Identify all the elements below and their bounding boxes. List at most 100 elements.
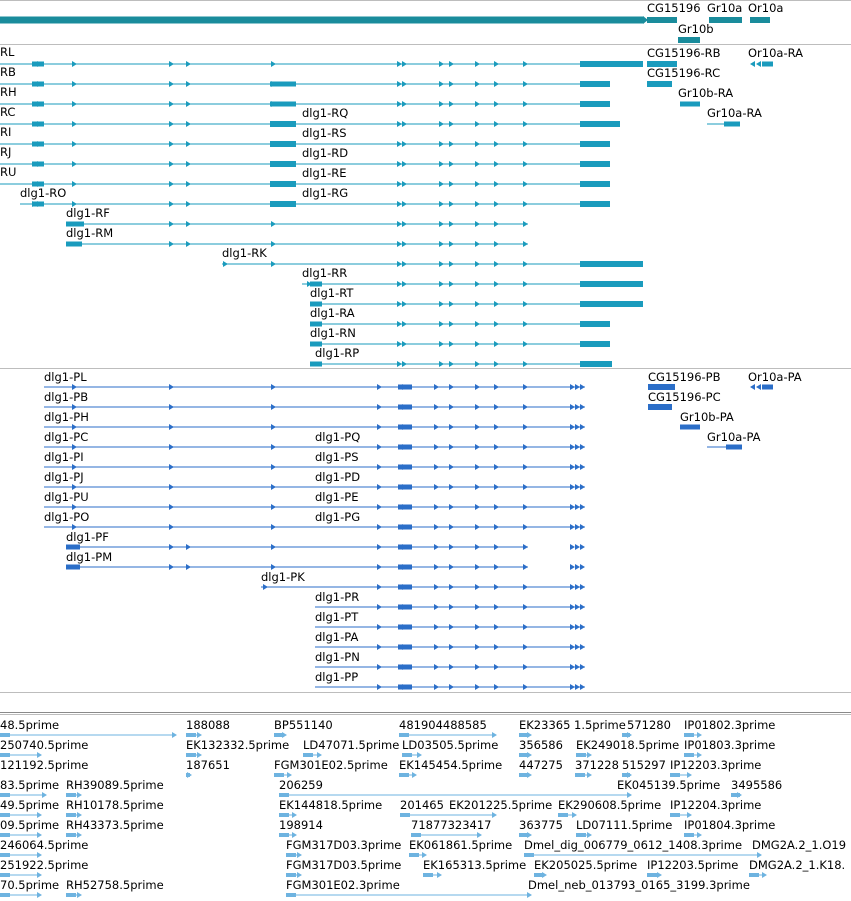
protein-label[interactable]: dlg1-PI [44, 450, 84, 464]
protein-label[interactable]: dlg1-PC [44, 430, 89, 444]
protein-label[interactable]: dlg1-PK [261, 570, 305, 584]
transcript-label[interactable]: RI [0, 125, 12, 139]
cdna-label[interactable]: EK249018.5prime [576, 738, 680, 752]
cdna-label[interactable]: 70.5prime [0, 878, 60, 892]
cdna-label[interactable]: 251922.5prime [0, 858, 89, 872]
protein-label[interactable]: CG15196-PC [648, 390, 721, 404]
cdna-label[interactable]: IP01802.3prime [684, 718, 776, 732]
cdna-label[interactable]: 201465 [400, 798, 444, 812]
cdna-label[interactable]: 71877323417 [411, 818, 492, 832]
protein-label[interactable]: dlg1-PU [44, 490, 89, 504]
cdna-label[interactable]: IP01804.3prime [684, 818, 776, 832]
transcript-label[interactable]: dlg1-RG [302, 186, 349, 200]
cdna-label[interactable]: EK201225.5prime [449, 798, 553, 812]
cdna-label[interactable]: 188088 [186, 718, 230, 732]
transcript-label[interactable]: dlg1-RQ [302, 106, 349, 120]
cdna-label[interactable]: 246064.5prime [0, 838, 89, 852]
transcript-label[interactable]: dlg1-RK [222, 246, 267, 260]
cdna-label[interactable]: 83.5prime [0, 778, 60, 792]
transcript-label[interactable]: dlg1-RO [20, 186, 67, 200]
transcript-label[interactable]: dlg1-RR [302, 266, 348, 280]
cdna-label[interactable]: 3495586 [731, 778, 783, 792]
cdna-label[interactable]: 187651 [186, 758, 230, 772]
cdna-label[interactable]: 447275 [519, 758, 563, 772]
protein-label[interactable]: dlg1-PE [315, 490, 359, 504]
cdna-label[interactable]: EK165313.5prime [423, 858, 527, 872]
transcript-label[interactable]: RL [0, 45, 15, 59]
protein-label[interactable]: dlg1-PL [44, 370, 87, 384]
protein-label[interactable]: dlg1-PJ [44, 470, 84, 484]
cdna-label[interactable]: 09.5prime [0, 818, 60, 832]
transcript-label[interactable]: dlg1-RM [66, 226, 114, 240]
gene-label-gr10b[interactable]: Gr10b [678, 22, 714, 36]
cdna-label[interactable]: RH43373.5prime [66, 818, 164, 832]
cdna-label[interactable]: RH52758.5prime [66, 878, 164, 892]
transcript-label[interactable]: dlg1-RN [310, 326, 356, 340]
cdna-label[interactable]: EK144818.5prime [279, 798, 383, 812]
protein-label[interactable]: dlg1-PH [44, 410, 89, 424]
protein-label[interactable]: Or10a-PA [748, 370, 802, 384]
cdna-label[interactable]: 198914 [279, 818, 323, 832]
cdna-label[interactable]: EK145454.5prime [399, 758, 503, 772]
transcript-label[interactable]: dlg1-RE [302, 166, 347, 180]
transcript-label[interactable]: dlg1-RD [302, 146, 349, 160]
cdna-label[interactable]: 515297 [622, 758, 666, 772]
cdna-label[interactable]: RH39089.5prime [66, 778, 164, 792]
cdna-label[interactable]: 363775 [519, 818, 563, 832]
protein-label[interactable]: dlg1-PD [315, 470, 361, 484]
protein-label[interactable]: dlg1-PM [66, 550, 113, 564]
transcript-label[interactable]: Gr10a-RA [707, 106, 762, 120]
transcript-label[interactable]: CG15196-RB [647, 46, 721, 60]
protein-label[interactable]: dlg1-PN [315, 650, 360, 664]
protein-label[interactable]: dlg1-PP [315, 670, 359, 684]
protein-label[interactable]: dlg1-PO [44, 510, 90, 524]
transcript-label[interactable]: dlg1-RT [310, 286, 354, 300]
cdna-label[interactable]: LD03505.5prime [402, 738, 499, 752]
protein-label[interactable]: dlg1-PG [315, 510, 361, 524]
cdna-label[interactable]: RH10178.5prime [66, 798, 164, 812]
protein-label[interactable]: dlg1-PA [315, 630, 359, 644]
cdna-label[interactable]: FGM301E02.5prime [274, 758, 388, 772]
transcript-label[interactable]: RB [0, 65, 16, 79]
cdna-label[interactable]: 481904488585 [399, 718, 487, 732]
cdna-label[interactable]: IP12203.3prime [670, 758, 762, 772]
transcript-label[interactable]: dlg1-RF [66, 206, 110, 220]
cdna-label[interactable]: IP12204.3prime [670, 798, 762, 812]
cdna-label[interactable]: IP12203.5prime [647, 858, 739, 872]
gene-label-or10a[interactable]: Or10a [748, 1, 784, 15]
cdna-label[interactable]: EK23365 [519, 718, 571, 732]
transcript-label[interactable]: dlg1-RP [315, 346, 360, 360]
cdna-label[interactable]: IP01803.3prime [684, 738, 776, 752]
transcript-label[interactable]: RH [0, 85, 17, 99]
cdna-label[interactable]: 49.5prime [0, 798, 60, 812]
cdna-label[interactable]: DMG2A.2_1.O19 [752, 838, 847, 852]
protein-label[interactable]: CG15196-PB [648, 370, 721, 384]
protein-label[interactable]: dlg1-PR [315, 590, 360, 604]
cdna-label[interactable]: 1.5prime [574, 718, 626, 732]
cdna-label[interactable]: EK045139.5prime [617, 778, 721, 792]
cdna-label[interactable]: 356586 [519, 738, 563, 752]
protein-label[interactable]: dlg1-PT [315, 610, 359, 624]
transcript-label[interactable]: dlg1-RS [302, 126, 347, 140]
cdna-label[interactable]: FGM317D03.5prime [286, 858, 402, 872]
cdna-label[interactable]: FGM317D03.3prime [286, 838, 402, 852]
protein-label[interactable]: dlg1-PS [315, 450, 359, 464]
cdna-label[interactable]: FGM301E02.3prime [286, 878, 400, 892]
transcript-label[interactable]: RC [0, 105, 16, 119]
cdna-label[interactable]: 571280 [627, 718, 671, 732]
cdna-label[interactable]: Dmel_dig_006779_0612_1408.3prime [524, 838, 743, 852]
transcript-label[interactable]: dlg1-RA [310, 306, 355, 320]
protein-label[interactable]: Gr10b-PA [680, 410, 734, 424]
cdna-label[interactable]: EK061861.5prime [409, 838, 513, 852]
cdna-label[interactable]: BP551140 [274, 718, 333, 732]
cdna-label[interactable]: LD07111.5prime [576, 818, 673, 832]
cdna-label[interactable]: 121192.5prime [0, 758, 89, 772]
protein-label[interactable]: dlg1-PF [66, 530, 109, 544]
cdna-label[interactable]: 250740.5prime [0, 738, 89, 752]
cdna-label[interactable]: Dmel_neb_013793_0165_3199.3prime [528, 878, 750, 892]
transcript-label[interactable]: Gr10b-RA [678, 86, 734, 100]
gene-label-gr10a[interactable]: Gr10a [707, 1, 743, 15]
cdna-label[interactable]: EK290608.5prime [558, 798, 662, 812]
transcript-label[interactable]: RU [0, 165, 17, 179]
protein-label[interactable]: Gr10a-PA [707, 430, 761, 444]
